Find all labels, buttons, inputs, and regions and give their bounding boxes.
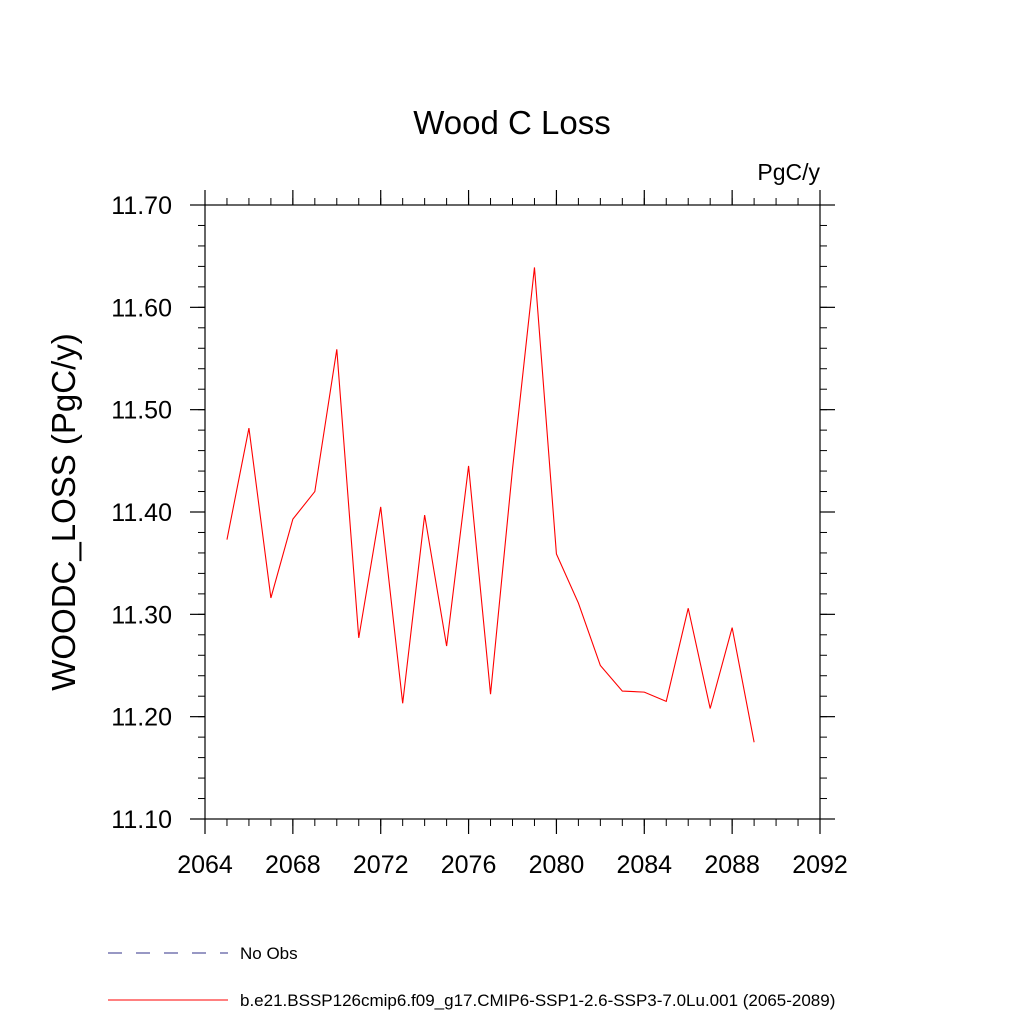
x-tick-label: 2080 — [529, 851, 585, 879]
minor-ticks — [198, 198, 827, 826]
y-tick-label: 11.60 — [111, 294, 172, 322]
series-layer — [226, 267, 755, 743]
y-tick-label: 11.30 — [111, 601, 172, 629]
chart-title: Wood C Loss — [413, 104, 610, 141]
y-axis-label: WOODC_LOSS (PgC/y) — [45, 333, 82, 691]
x-tick-label: 2076 — [441, 851, 497, 879]
series-line — [226, 267, 755, 743]
x-tick-label: 2068 — [265, 851, 321, 879]
y-tick-label: 11.10 — [111, 806, 172, 834]
plot-frame — [204, 204, 821, 820]
units-label: PgC/y — [757, 159, 820, 185]
x-tick-label: 2084 — [616, 851, 672, 879]
legend-label-no-obs: No Obs — [240, 944, 298, 963]
tick-labels: 2064 2068 2072 2076 2080 2084 2088 2092 11.10 11.… — [111, 192, 848, 879]
legend: No Obs b.e21.BSSP126cmip6.f09_g17.CMIP6-… — [108, 944, 835, 1010]
y-tick-label: 11.50 — [111, 397, 172, 425]
x-tick-label: 2064 — [177, 851, 233, 879]
y-tick-label: 11.40 — [111, 499, 172, 527]
legend-label-model: b.e21.BSSP126cmip6.f09_g17.CMIP6-SSP1-2.… — [240, 991, 835, 1010]
major-ticks — [190, 190, 835, 834]
x-tick-label: 2072 — [353, 851, 409, 879]
x-tick-label: 2088 — [704, 851, 760, 879]
x-tick-label: 2092 — [792, 851, 848, 879]
y-tick-label: 11.70 — [111, 192, 172, 220]
y-tick-label: 11.20 — [111, 704, 172, 732]
